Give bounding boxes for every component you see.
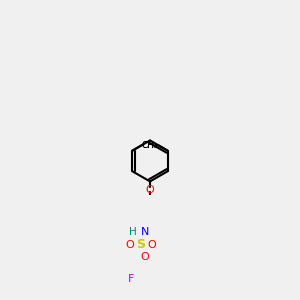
Text: H: H	[129, 226, 136, 237]
Text: O: O	[147, 240, 156, 250]
Text: F: F	[128, 274, 134, 284]
Text: O: O	[140, 252, 149, 262]
Text: O: O	[125, 240, 134, 250]
Text: O: O	[146, 185, 154, 195]
Text: CH₃: CH₃	[141, 141, 158, 150]
Text: N: N	[141, 226, 149, 237]
Text: S: S	[136, 238, 145, 251]
Text: CH₃: CH₃	[142, 141, 159, 150]
